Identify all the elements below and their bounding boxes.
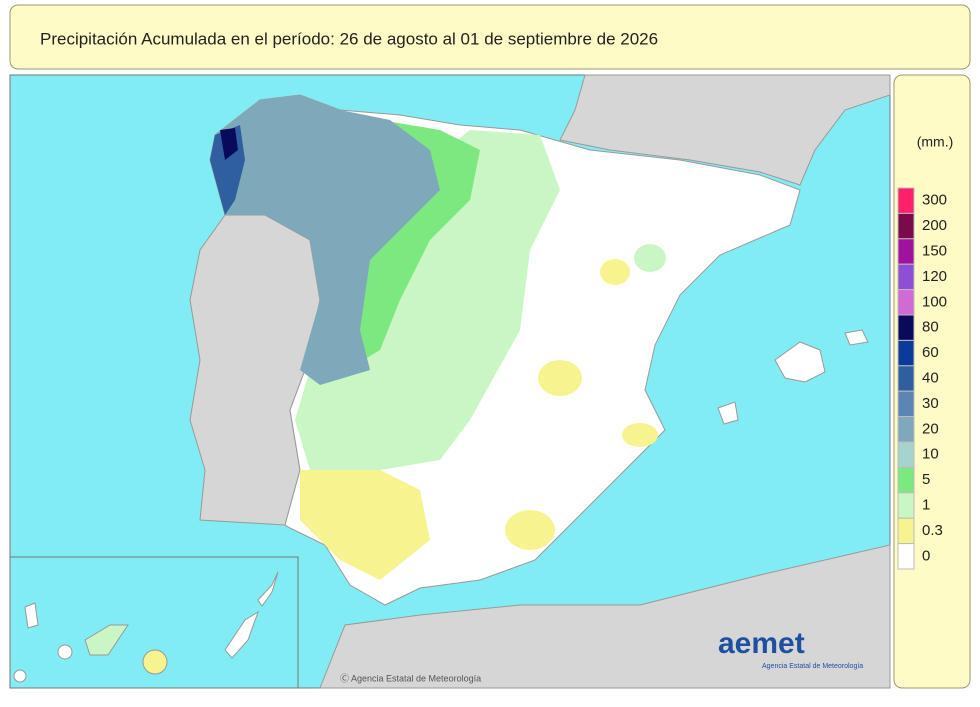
legend-label: 120	[922, 268, 947, 285]
precip-20mm	[210, 95, 440, 385]
title: Precipitación Acumulada en el período: 2…	[40, 29, 658, 48]
legend-label: 150	[922, 242, 947, 259]
legend-swatch	[897, 339, 915, 367]
tenerife	[84, 624, 129, 656]
precip-03mm	[600, 259, 630, 285]
logo-subtitle: Agencia Estatal de Meteorología	[762, 663, 863, 670]
legend-label: 0	[922, 547, 930, 564]
legend-swatch	[897, 212, 915, 240]
legend-swatch	[897, 314, 915, 341]
legend-label: 20	[922, 420, 939, 437]
header-box	[9, 4, 971, 70]
la-palma	[24, 602, 39, 629]
legend-swatch	[897, 390, 915, 418]
legend: 300 200 150 120 100 80 60 40 30 20 10 5 1 0.3 0	[897, 187, 947, 570]
legend-swatch	[897, 289, 915, 316]
legend-label: 0.3	[922, 522, 943, 539]
la-gomera	[57, 644, 73, 660]
legend-swatch	[897, 492, 915, 519]
legend-swatch	[897, 543, 915, 570]
fuerteventura	[224, 610, 259, 659]
legend-label: 1	[922, 496, 930, 513]
legend-swatch	[897, 416, 915, 443]
ibiza	[717, 401, 739, 425]
legend-label: 300	[922, 192, 947, 209]
legend-swatch	[897, 238, 915, 265]
africa	[319, 544, 891, 689]
precip-03mm	[300, 470, 430, 580]
precip-03mm	[622, 423, 658, 447]
menorca	[844, 329, 869, 346]
gran-canaria	[142, 649, 168, 675]
france	[559, 74, 891, 186]
precip-03mm	[505, 510, 555, 550]
legend-swatch	[897, 517, 915, 545]
legend-label: 5	[922, 471, 930, 488]
legend-label: 10	[922, 446, 939, 463]
precip-80mm	[220, 128, 238, 160]
mallorca	[774, 341, 826, 383]
legend-swatch	[897, 466, 915, 494]
legend-unit: (mm.)	[917, 134, 954, 150]
legend-swatch	[897, 187, 915, 214]
logo-name: aemet	[718, 627, 805, 660]
precip-03mm	[538, 360, 582, 396]
el-hierro	[13, 669, 27, 683]
lanzarote	[257, 571, 279, 607]
legend-swatch	[897, 441, 915, 468]
legend-label: 30	[922, 395, 939, 412]
legend-swatch	[897, 365, 915, 392]
legend-swatch	[897, 263, 915, 291]
legend-label: 40	[922, 369, 939, 386]
legend-label: 100	[922, 293, 947, 310]
legend-label: 80	[922, 319, 939, 336]
precip-1mm	[634, 244, 666, 272]
legend-label: 200	[922, 217, 947, 234]
credit: Ⓒ Agencia Estatal de Meteorología	[340, 673, 481, 683]
legend-label: 60	[922, 344, 939, 361]
